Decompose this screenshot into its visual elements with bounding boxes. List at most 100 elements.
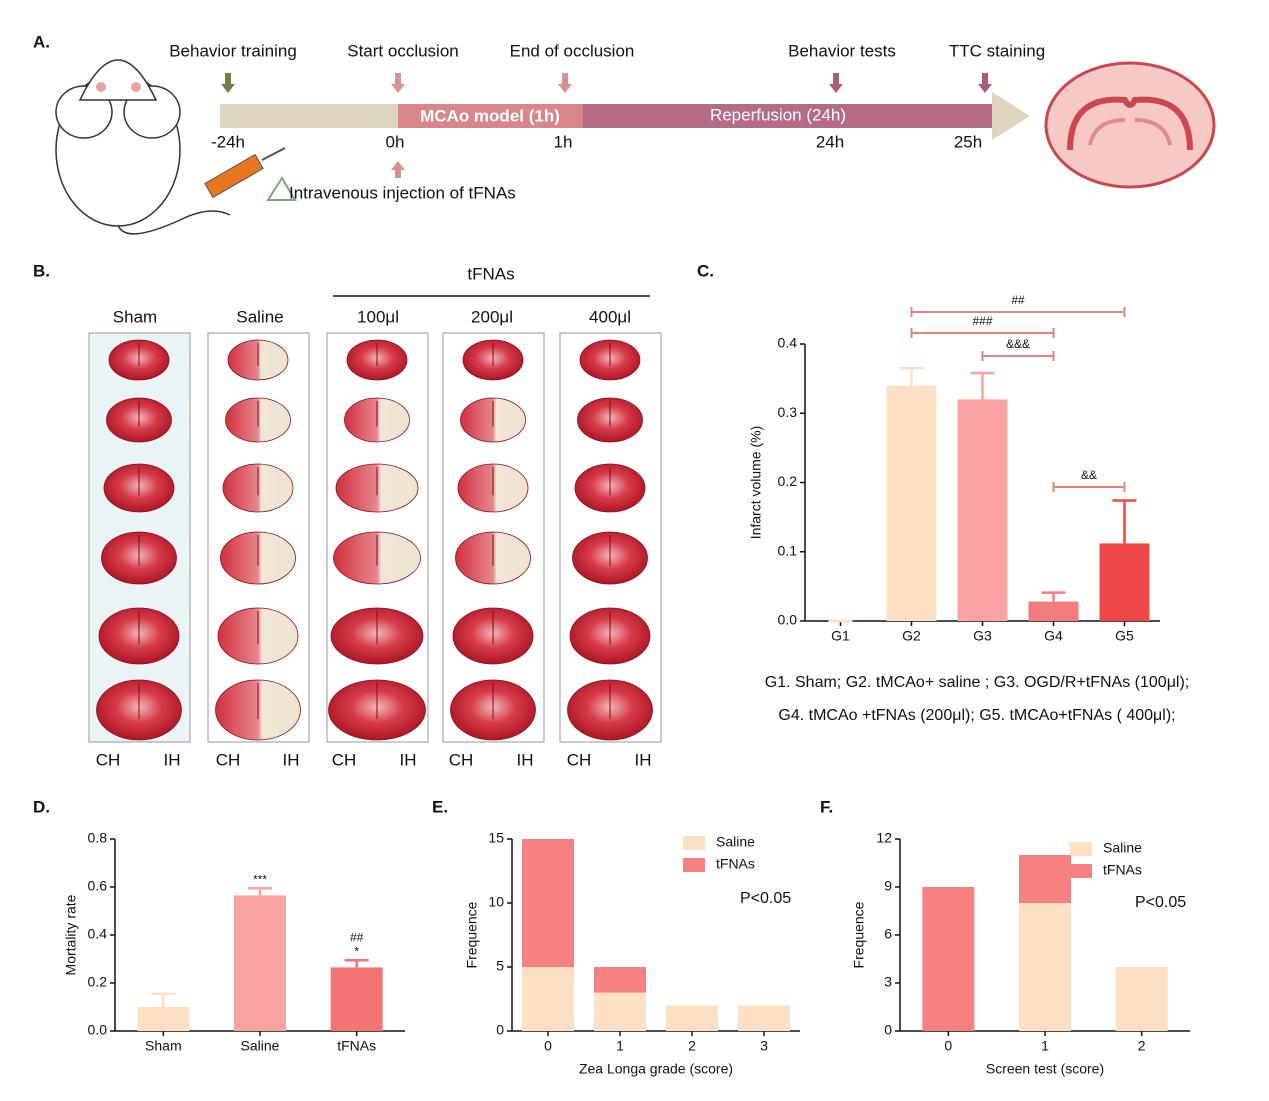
x-axis-label: Zea Longa grade (score) (579, 1061, 733, 1077)
y-tick-label: 0.8 (88, 830, 108, 846)
syringe-icon (204, 147, 297, 201)
x-tick-label: 2 (688, 1038, 696, 1054)
side-label: IH (283, 750, 300, 769)
panel-label: D. (33, 797, 50, 816)
brain-slices (96, 339, 653, 741)
event-label: End of occlusion (510, 41, 635, 60)
time-label: 24h (816, 132, 844, 151)
y-tick-label: 0.4 (88, 926, 108, 942)
panel-label: B. (33, 261, 50, 280)
y-axis-label: Frequence (851, 901, 867, 968)
y-axis-label: Infarct volume (%) (748, 426, 764, 540)
side-label: CH (332, 750, 357, 769)
phase-label: MCAo model (1h) (420, 106, 560, 125)
y-tick-label: 15 (488, 830, 504, 846)
y-tick-label: 9 (884, 878, 892, 894)
x-tick-label: G1 (831, 628, 850, 644)
y-axis-label: Mortality rate (63, 894, 79, 975)
y-tick-label: 0 (884, 1022, 892, 1038)
event-label: TTC staining (949, 41, 1045, 60)
side-label: IH (164, 750, 181, 769)
group-label: tFNAs (467, 264, 514, 283)
bar-segment (1019, 903, 1071, 1031)
y-tick-label: 0 (496, 1022, 504, 1038)
y-tick-label: 0.6 (88, 878, 108, 894)
x-tick-label: G3 (973, 628, 992, 644)
injection-arrow (391, 161, 405, 178)
legend-label: Saline (1103, 840, 1142, 856)
note: P<0.05 (1135, 894, 1186, 911)
column-label: 200μl (471, 307, 513, 326)
timeline-bar (220, 92, 1030, 140)
legend-swatch (683, 858, 705, 872)
y-tick-label: 0.3 (778, 404, 798, 420)
column-label: 100μl (357, 307, 399, 326)
significance-label: * (354, 944, 359, 958)
event-label: Behavior training (169, 41, 297, 60)
side-label: CH (96, 750, 121, 769)
phase-label: Reperfusion (24h) (710, 105, 846, 124)
side-label: IH (517, 750, 534, 769)
y-axis-label: Frequence (464, 901, 480, 968)
column-label: 400μl (589, 307, 631, 326)
y-tick-label: 0.2 (88, 974, 108, 990)
significance-label: ## (350, 930, 364, 944)
side-label: CH (567, 750, 592, 769)
bar (330, 967, 383, 1031)
y-tick-label: 6 (884, 926, 892, 942)
panel-label: C. (697, 261, 714, 280)
legend-label: tFNAs (1103, 862, 1142, 878)
time-label: 25h (954, 132, 982, 151)
bar-segment (522, 839, 574, 967)
x-tick-label: 1 (1041, 1038, 1049, 1054)
bar-segment (594, 967, 646, 993)
x-tick-label: 0 (544, 1038, 552, 1054)
injection-label: Intravenous injection of tFNAs (289, 183, 516, 202)
bar (137, 1007, 190, 1031)
bar-segment (922, 887, 975, 1031)
bar (1028, 601, 1079, 621)
y-tick-label: 5 (496, 958, 504, 974)
event-arrow (391, 73, 405, 93)
x-tick-label: 3 (760, 1038, 768, 1054)
time-label: 0h (386, 132, 405, 151)
bar (234, 895, 286, 1031)
event-label: Start occlusion (347, 41, 459, 60)
y-tick-label: 0.4 (778, 335, 798, 351)
event-arrow (978, 73, 992, 93)
event-arrow (558, 73, 572, 93)
bar-segment (1115, 967, 1168, 1031)
event-arrow (221, 73, 235, 93)
time-label: 1h (554, 132, 573, 151)
y-tick-label: 3 (884, 974, 892, 990)
bar-segment (1019, 855, 1071, 903)
significance-label: ## (1011, 293, 1025, 307)
significance-label: ### (972, 314, 992, 328)
panel-label: E. (432, 797, 448, 816)
significance-label: && (1081, 468, 1097, 482)
legend-swatch (1070, 864, 1092, 878)
x-tick-label: 2 (1138, 1038, 1146, 1054)
legend-swatch (1070, 842, 1092, 856)
x-tick-label: 0 (944, 1038, 952, 1054)
x-tick-label: Saline (241, 1038, 280, 1054)
caption: G4. tMCAo +tFNAs (200μl); G5. tMCAo+tFNA… (778, 707, 1175, 724)
caption: G1. Sham; G2. tMCAo+ saline ; G3. OGD/R+… (765, 674, 1189, 691)
bar-segment (666, 1005, 718, 1031)
x-tick-label: G2 (902, 628, 921, 644)
brain-illustration (1044, 61, 1216, 189)
side-label: CH (449, 750, 474, 769)
event-arrow (829, 73, 843, 93)
side-label: IH (635, 750, 652, 769)
y-tick-label: 12 (876, 830, 892, 846)
event-label: Behavior tests (788, 41, 896, 60)
legend-swatch (683, 836, 705, 850)
bar-segment (594, 992, 646, 1031)
y-tick-label: 0.2 (778, 473, 798, 489)
y-tick-label: 0.0 (778, 612, 798, 628)
bar (957, 399, 1008, 621)
legend-label: Saline (716, 834, 755, 850)
y-tick-label: 10 (488, 894, 504, 910)
time-label: -24h (211, 132, 245, 151)
